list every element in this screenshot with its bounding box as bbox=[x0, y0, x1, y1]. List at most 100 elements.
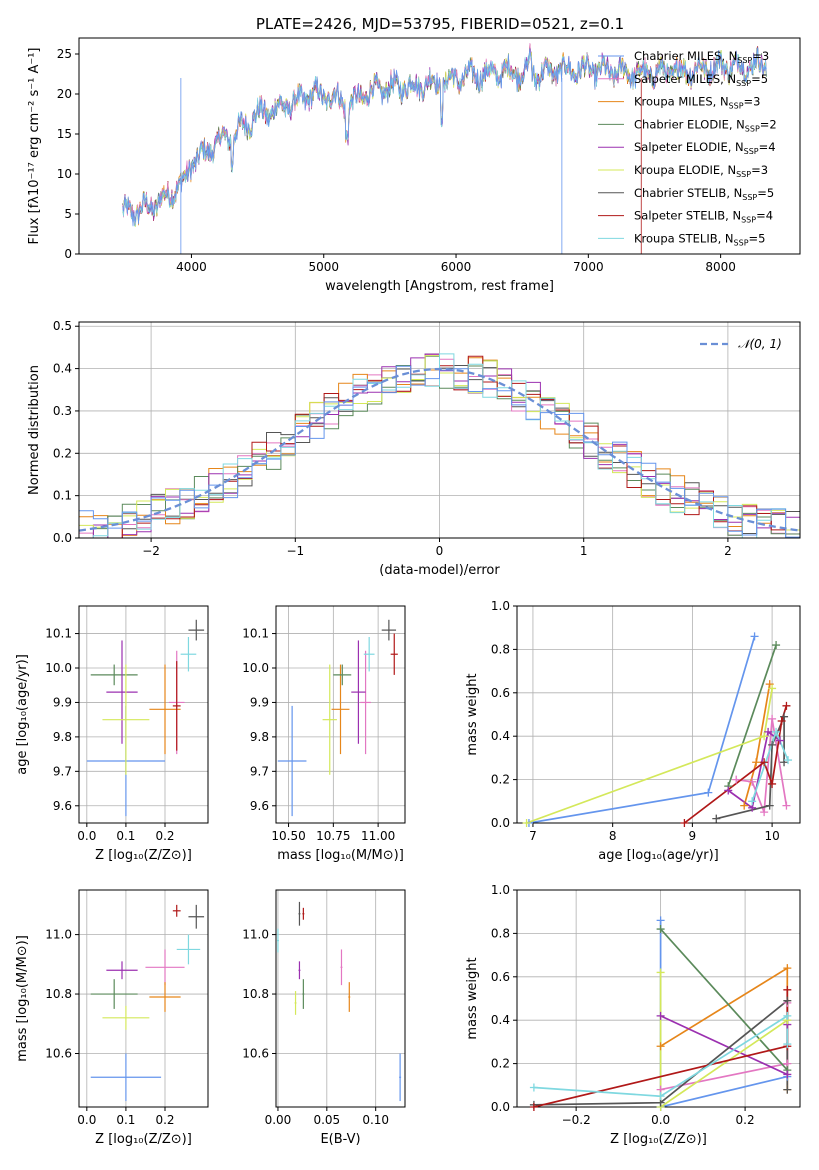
x-axis-label: mass [log₁₀(M/M⊙)] bbox=[277, 848, 404, 863]
y-axis-label: age [log₁₀(age/yr)] bbox=[15, 654, 30, 775]
y-tick-label: 0.2 bbox=[491, 773, 510, 787]
y-tick-label: 10.1 bbox=[45, 627, 72, 641]
weight-marker-5 bbox=[656, 968, 665, 977]
axes-frame bbox=[78, 37, 801, 255]
histogram-step-7 bbox=[79, 355, 800, 538]
mass_vs_EBV-plot bbox=[276, 901, 402, 1102]
weight-marker-2 bbox=[765, 680, 774, 689]
legend-label: Salpeter MILES, NSSP=5 bbox=[634, 72, 768, 88]
y-tick-label: 10.0 bbox=[45, 661, 72, 675]
weight-marker-0 bbox=[704, 788, 713, 797]
y-tick-label: 0 bbox=[64, 247, 72, 261]
y-tick-label: 10 bbox=[57, 167, 72, 181]
residuals-plot bbox=[79, 353, 800, 538]
y-axis-label: mass weight bbox=[465, 673, 480, 755]
weight-marker-8 bbox=[748, 797, 757, 806]
legend-label: Salpeter ELODIE, NSSP=4 bbox=[634, 140, 776, 156]
y-tick-label: 0.4 bbox=[53, 362, 72, 376]
weight-marker-8 bbox=[784, 756, 793, 765]
spectrum-legend: Chabrier MILES, NSSP=3 Salpeter MILES, NS… bbox=[598, 49, 777, 247]
weight-marker-1 bbox=[782, 801, 791, 810]
y-tick-label: 0.0 bbox=[53, 531, 72, 545]
x-tick-label: 6000 bbox=[441, 260, 472, 274]
y-tick-label: 9.9 bbox=[250, 695, 269, 709]
y-tick-label: 0.8 bbox=[491, 642, 510, 656]
y-axis-label: Flux [fλ10⁻¹⁷ erg cm⁻² s⁻¹ A⁻¹] bbox=[27, 48, 42, 245]
age_vs_Z-plot bbox=[86, 619, 205, 817]
weight-marker-5 bbox=[522, 819, 531, 827]
legend-label: Kroupa MILES, NSSP=3 bbox=[634, 95, 760, 111]
weight-marker-1 bbox=[760, 808, 769, 817]
y-tick-label: 0.0 bbox=[491, 1100, 510, 1114]
y-tick-label: 9.7 bbox=[250, 764, 269, 778]
y-tick-label: 9.7 bbox=[53, 764, 72, 778]
x-tick-label: 0.0 bbox=[77, 1113, 96, 1127]
y-tick-label: 0.5 bbox=[53, 319, 72, 333]
x-tick-label: 0.2 bbox=[155, 829, 174, 843]
weight-marker-7 bbox=[768, 779, 777, 788]
weight-line-0 bbox=[659, 920, 788, 1107]
spectrum-plot bbox=[122, 43, 767, 254]
weight-marker-4 bbox=[724, 786, 733, 795]
x-axis-label: Z [log₁₀(Z/Z⊙)] bbox=[610, 1132, 707, 1147]
weight-marker-7 bbox=[777, 717, 786, 726]
y-tick-label: 0.1 bbox=[53, 489, 72, 503]
x-tick-label: 10 bbox=[764, 829, 779, 843]
x-axis-label: wavelength [Angstrom, rest frame] bbox=[325, 279, 554, 294]
weight-marker-0 bbox=[656, 916, 665, 925]
x-tick-label: 0.05 bbox=[313, 1113, 340, 1127]
y-tick-label: 5 bbox=[64, 207, 72, 221]
weight-line-3 bbox=[727, 644, 777, 787]
weight-marker-7 bbox=[782, 701, 791, 710]
y-tick-label: 0.3 bbox=[53, 404, 72, 418]
x-tick-label: 0.0 bbox=[77, 829, 96, 843]
weight-marker-8 bbox=[529, 1083, 538, 1092]
weight-marker-6 bbox=[783, 996, 792, 1005]
weight-marker-4 bbox=[656, 1011, 665, 1020]
y-tick-label: 0.8 bbox=[491, 926, 510, 940]
weight-marker-7 bbox=[529, 1103, 538, 1111]
mass_vs_Z-axes: 0.0 0.1 0.2 10.6 10.8 11.0 Z [log₁₀(Z/Z⊙)] mass… bbox=[15, 889, 209, 1147]
figure-title: PLATE=2426, MJD=53795, FIBERID=0521, z=0… bbox=[256, 15, 624, 33]
weight_vs_age-plot bbox=[526, 636, 789, 823]
weight-marker-0 bbox=[750, 632, 759, 641]
weight-line-3 bbox=[659, 928, 788, 1071]
y-tick-label: 0.4 bbox=[491, 729, 510, 743]
x-tick-label: 4000 bbox=[176, 260, 207, 274]
y-tick-label: 9.6 bbox=[250, 799, 269, 813]
y-axis-label: mass [log₁₀(M/M⊙)] bbox=[15, 935, 30, 1062]
weight-marker-7 bbox=[680, 819, 689, 827]
weight-marker-8 bbox=[656, 1092, 665, 1101]
weight-marker-4 bbox=[764, 727, 773, 736]
weight-marker-7 bbox=[760, 758, 769, 767]
x-tick-label: 0.10 bbox=[362, 1113, 389, 1127]
weight-marker-1 bbox=[768, 714, 777, 723]
x-tick-label: 8000 bbox=[705, 260, 736, 274]
x-axis-label: Z [log₁₀(Z/Z⊙)] bbox=[95, 1132, 192, 1147]
x-tick-label: 0 bbox=[436, 544, 444, 558]
weight-marker-1 bbox=[732, 775, 741, 784]
normal-reference-curve bbox=[79, 367, 800, 532]
x-tick-label: 2 bbox=[724, 544, 732, 558]
x-axis-label: Z [log₁₀(Z/Z⊙)] bbox=[95, 848, 192, 863]
y-tick-label: 0.2 bbox=[491, 1057, 510, 1071]
weight-line-4 bbox=[660, 1015, 789, 1076]
y-tick-label: 0.6 bbox=[491, 970, 510, 984]
x-tick-label: 7000 bbox=[573, 260, 604, 274]
weight-marker-2 bbox=[783, 964, 792, 973]
legend-label: Chabrier ELODIE, NSSP=2 bbox=[634, 117, 777, 133]
weight-marker-6 bbox=[780, 712, 789, 721]
x-tick-label: 0.2 bbox=[155, 1113, 174, 1127]
y-tick-label: 0.2 bbox=[53, 446, 72, 460]
y-tick-label: 15 bbox=[57, 127, 72, 141]
legend-label: Kroupa ELODIE, NSSP=3 bbox=[634, 163, 768, 179]
weight_vs_Z-axes: −0.2 0.0 0.2 0.0 0.2 0.4 0.6 0.8 1.0 Z [log₁₀(Z/Z… bbox=[465, 883, 801, 1147]
mass_vs_Z-plot bbox=[90, 904, 205, 1102]
weight-marker-3 bbox=[656, 925, 665, 934]
y-tick-label: 25 bbox=[57, 47, 72, 61]
x-tick-label: 0.0 bbox=[651, 1113, 670, 1127]
weight-marker-1 bbox=[748, 777, 757, 786]
x-tick-label: 8 bbox=[609, 829, 617, 843]
y-axis-label: mass weight bbox=[465, 957, 480, 1039]
